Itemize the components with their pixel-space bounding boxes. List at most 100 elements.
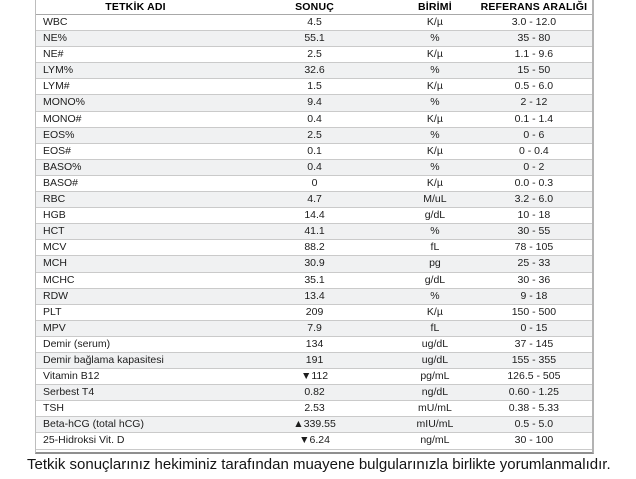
test-name-cell: TSH — [36, 400, 236, 418]
test-name-cell: HGB — [36, 207, 236, 225]
reference-range-cell: 126.5 - 505 — [475, 368, 592, 386]
table-row: Serbest T4 0.82 ng/dL 0.60 - 1.25 — [36, 384, 592, 402]
reference-range-cell: 15 - 50 — [475, 62, 592, 80]
table-row: MPV 7.9 fL 0 - 15 — [36, 320, 592, 337]
unit-cell: M/uL — [394, 191, 476, 209]
test-name-cell: RDW — [36, 288, 236, 305]
unit-cell: ng/mL — [394, 432, 476, 450]
result-cell: 4.5 — [235, 14, 395, 32]
test-name-cell: NE# — [36, 46, 236, 64]
reference-range-cell: 150 - 500 — [475, 304, 592, 321]
reference-range-cell: 0.1 - 1.4 — [475, 111, 592, 128]
reference-range-cell: 10 - 18 — [475, 207, 592, 225]
unit-cell: mIU/mL — [394, 416, 476, 434]
result-cell: 13.4 — [235, 288, 395, 305]
result-cell: 191 — [235, 352, 395, 370]
test-name-cell: Serbest T4 — [36, 384, 236, 402]
result-cell: 30.9 — [235, 255, 395, 273]
result-cell: ▼6.24 — [235, 432, 395, 450]
reference-range-cell: 2 - 12 — [475, 94, 592, 112]
reference-range-cell: 0 - 2 — [475, 159, 592, 176]
unit-cell: K/µ — [394, 78, 476, 96]
test-name-cell: MCHC — [36, 272, 236, 289]
test-name-cell: 25-Hidroksi Vit. D — [36, 432, 236, 450]
table-row: LYM# 1.5 K/µ 0.5 - 6.0 — [36, 78, 592, 96]
table-row: MCH 30.9 pg 25 - 33 — [36, 255, 592, 273]
table-row: LYM% 32.6 % 15 - 50 — [36, 62, 592, 80]
result-cell: 9.4 — [235, 94, 395, 112]
table-row: NE% 55.1 % 35 - 80 — [36, 30, 592, 48]
table-row: RDW 13.4 % 9 - 18 — [36, 288, 592, 305]
reference-range-cell: 0 - 15 — [475, 320, 592, 337]
reference-range-cell: 30 - 55 — [475, 223, 592, 241]
reference-range-cell: 30 - 100 — [475, 432, 592, 450]
result-cell: 2.53 — [235, 400, 395, 418]
unit-cell: fL — [394, 320, 476, 337]
unit-cell: % — [394, 30, 476, 48]
test-name-cell: NE% — [36, 30, 236, 48]
result-cell: 41.1 — [235, 223, 395, 241]
unit-cell: ug/dL — [394, 352, 476, 370]
test-name-cell: Demir bağlama kapasitesi — [36, 352, 236, 370]
result-cell: ▲339.55 — [235, 416, 395, 434]
reference-range-cell: 0.38 - 5.33 — [475, 400, 592, 418]
table-row: NE# 2.5 K/µ 1.1 - 9.6 — [36, 46, 592, 64]
test-name-cell: LYM% — [36, 62, 236, 80]
test-name-cell: PLT — [36, 304, 236, 321]
result-cell: 134 — [235, 336, 395, 353]
reference-range-cell: 35 - 80 — [475, 30, 592, 48]
unit-cell: ug/dL — [394, 336, 476, 353]
table-row: PLT 209 K/µ 150 - 500 — [36, 304, 592, 321]
test-name-cell: MONO% — [36, 94, 236, 112]
table-row: Demir (serum) 134 ug/dL 37 - 145 — [36, 336, 592, 353]
unit-cell: % — [394, 94, 476, 112]
unit-cell: pg/mL — [394, 368, 476, 386]
reference-range-cell: 37 - 145 — [475, 336, 592, 353]
unit-cell: % — [394, 62, 476, 80]
test-name-cell: MCV — [36, 239, 236, 257]
test-name-cell: MCH — [36, 255, 236, 273]
result-cell: 7.9 — [235, 320, 395, 337]
result-cell: 35.1 — [235, 272, 395, 289]
unit-cell: K/µ — [394, 46, 476, 64]
reference-range-cell: 0.5 - 5.0 — [475, 416, 592, 434]
result-cell: 0.4 — [235, 111, 395, 128]
reference-range-cell: 0.0 - 0.3 — [475, 175, 592, 193]
test-name-cell: Demir (serum) — [36, 336, 236, 353]
unit-cell: % — [394, 159, 476, 176]
table-row: Beta-hCG (total hCG) ▲339.55 mIU/mL 0.5 … — [36, 416, 592, 434]
result-cell: 1.5 — [235, 78, 395, 96]
unit-cell: pg — [394, 255, 476, 273]
test-name-cell: HCT — [36, 223, 236, 241]
unit-cell: g/dL — [394, 207, 476, 225]
table-row: EOS% 2.5 % 0 - 6 — [36, 127, 592, 144]
test-name-cell: Vitamin B12 — [36, 368, 236, 386]
test-name-cell: RBC — [36, 191, 236, 209]
table-row: HCT 41.1 % 30 - 55 — [36, 223, 592, 241]
test-name-cell: MPV — [36, 320, 236, 337]
result-cell: 32.6 — [235, 62, 395, 80]
result-cell: 0 — [235, 175, 395, 193]
unit-cell: % — [394, 223, 476, 241]
results-table: TETKİK ADI SONUÇ BİRİMİ REFERANS ARALIĞI… — [36, 0, 592, 450]
unit-cell: g/dL — [394, 272, 476, 289]
test-name-cell: BASO# — [36, 175, 236, 193]
reference-range-cell: 0 - 0.4 — [475, 143, 592, 160]
result-cell: 14.4 — [235, 207, 395, 225]
results-table-container: TETKİK ADI SONUÇ BİRİMİ REFERANS ARALIĞI… — [35, 0, 594, 454]
result-cell: ▼112 — [235, 368, 395, 386]
result-cell: 2.5 — [235, 46, 395, 64]
result-cell: 55.1 — [235, 30, 395, 48]
unit-cell: K/µ — [394, 175, 476, 193]
result-cell: 88.2 — [235, 239, 395, 257]
test-name-cell: LYM# — [36, 78, 236, 96]
column-header-test-name: TETKİK ADI — [36, 0, 236, 15]
reference-range-cell: 0.5 - 6.0 — [475, 78, 592, 96]
test-name-cell: EOS# — [36, 143, 236, 160]
table-row: TSH 2.53 mU/mL 0.38 - 5.33 — [36, 400, 592, 418]
unit-cell: % — [394, 288, 476, 305]
reference-range-cell: 78 - 105 — [475, 239, 592, 257]
unit-cell: mU/mL — [394, 400, 476, 418]
table-row: WBC 4.5 K/µ 3.0 - 12.0 — [36, 14, 592, 32]
reference-range-cell: 0.60 - 1.25 — [475, 384, 592, 402]
